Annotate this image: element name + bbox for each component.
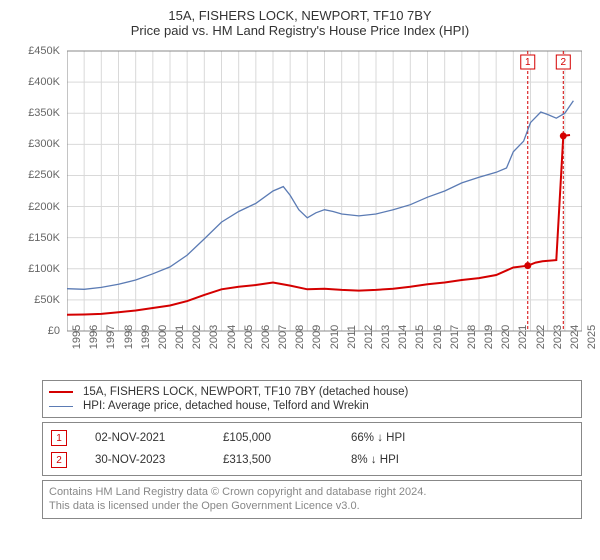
x-tick-label: 2008 (294, 325, 306, 349)
x-tick-label: 2021 (517, 325, 529, 349)
x-tick-label: 1999 (140, 325, 152, 349)
x-tick-label: 2018 (466, 325, 478, 349)
y-tick-label: £300K (28, 138, 60, 150)
x-tick-label: 2002 (191, 325, 203, 349)
x-tick-label: 2015 (414, 325, 426, 349)
attribution-line1: Contains HM Land Registry data © Crown c… (49, 485, 575, 499)
x-tick-label: 2004 (226, 325, 238, 349)
x-tick-label: 2011 (346, 325, 358, 349)
marker-row: 1 02-NOV-2021 £105,000 66% ↓ HPI (49, 427, 575, 449)
x-tick-label: 2005 (243, 325, 255, 349)
y-tick-label: £150K (28, 232, 60, 244)
y-tick-label: £450K (28, 45, 60, 57)
legend-swatch (49, 391, 73, 393)
x-tick-label: 2014 (397, 325, 409, 349)
y-tick-label: £100K (28, 263, 60, 275)
y-tick-label: £200K (28, 201, 60, 213)
x-tick-label: 2022 (535, 325, 547, 349)
x-tick-label: 2009 (311, 325, 323, 349)
legend-item: 15A, FISHERS LOCK, NEWPORT, TF10 7BY (de… (49, 385, 575, 399)
marker-delta: 8% ↓ HPI (351, 454, 451, 466)
marker-badge: 2 (51, 452, 67, 468)
marker-delta: 66% ↓ HPI (351, 432, 451, 444)
chart-title: 15A, FISHERS LOCK, NEWPORT, TF10 7BY (14, 8, 586, 23)
x-tick-label: 1998 (123, 325, 135, 349)
legend-box: 15A, FISHERS LOCK, NEWPORT, TF10 7BY (de… (42, 380, 582, 418)
x-tick-label: 2020 (500, 325, 512, 349)
x-tick-label: 2016 (432, 325, 444, 349)
x-tick-label: 2003 (208, 325, 220, 349)
chart-subtitle: Price paid vs. HM Land Registry's House … (14, 23, 586, 38)
svg-text:2: 2 (561, 57, 567, 68)
y-tick-label: £400K (28, 76, 60, 88)
x-tick-label: 1996 (88, 325, 100, 349)
x-tick-label: 2023 (552, 325, 564, 349)
x-tick-label: 2019 (483, 325, 495, 349)
marker-badge: 1 (51, 430, 67, 446)
y-tick-label: £0 (48, 325, 60, 337)
x-tick-label: 2010 (329, 325, 341, 349)
marker-date: 30-NOV-2023 (95, 454, 195, 466)
marker-row: 2 30-NOV-2023 £313,500 8% ↓ HPI (49, 449, 575, 471)
x-tick-label: 2001 (174, 325, 186, 349)
x-tick-label: 1997 (105, 325, 117, 349)
legend-item: HPI: Average price, detached house, Telf… (49, 399, 575, 413)
attribution-box: Contains HM Land Registry data © Crown c… (42, 480, 582, 519)
legend-swatch (49, 406, 73, 407)
attribution-line2: This data is licensed under the Open Gov… (49, 499, 575, 513)
x-tick-label: 1995 (71, 325, 83, 349)
x-tick-label: 2007 (277, 325, 289, 349)
x-tick-label: 2024 (569, 325, 581, 349)
legend-label: 15A, FISHERS LOCK, NEWPORT, TF10 7BY (de… (83, 386, 408, 398)
x-tick-label: 2025 (586, 325, 598, 349)
marker-price: £313,500 (223, 454, 323, 466)
marker-price: £105,000 (223, 432, 323, 444)
svg-text:1: 1 (525, 57, 531, 68)
y-tick-label: £50K (34, 294, 60, 306)
chart-svg: 12 (67, 46, 582, 346)
marker-date: 02-NOV-2021 (95, 432, 195, 444)
x-tick-label: 2012 (363, 325, 375, 349)
x-tick-label: 2006 (260, 325, 272, 349)
chart-plot-area: 12 £0£50K£100K£150K£200K£250K£300K£350K£… (22, 46, 582, 376)
x-tick-label: 2000 (157, 325, 169, 349)
y-tick-label: £350K (28, 107, 60, 119)
x-tick-label: 2017 (449, 325, 461, 349)
legend-label: HPI: Average price, detached house, Telf… (83, 400, 369, 412)
marker-table: 1 02-NOV-2021 £105,000 66% ↓ HPI 2 30-NOV-202… (42, 422, 582, 476)
y-tick-label: £250K (28, 169, 60, 181)
x-tick-label: 2013 (380, 325, 392, 349)
